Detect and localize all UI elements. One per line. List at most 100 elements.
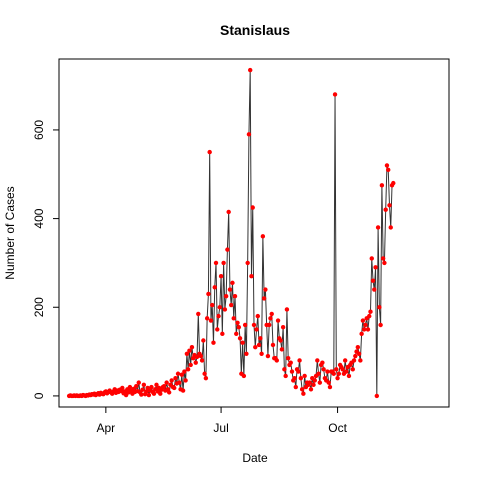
data-point: [254, 327, 259, 332]
data-point: [232, 293, 238, 299]
data-point: [140, 387, 145, 392]
data-point: [212, 285, 217, 290]
data-point: [292, 375, 297, 381]
y-tick-label: 200: [32, 297, 46, 317]
data-point: [360, 318, 366, 323]
data-point: [346, 373, 352, 379]
data-point: [187, 348, 192, 353]
data-point: [325, 369, 330, 374]
data-point: [151, 391, 157, 396]
data-point: [296, 369, 301, 374]
data-point: [293, 384, 298, 390]
data-point: [250, 205, 255, 210]
data-point: [185, 367, 191, 372]
data-point: [361, 327, 367, 332]
data-point: [285, 356, 291, 361]
data-point: [266, 322, 272, 328]
plot-frame: [58, 58, 450, 408]
data-point: [372, 287, 377, 292]
data-point: [344, 369, 349, 374]
data-point: [280, 325, 286, 330]
data-point: [149, 384, 154, 390]
data-point: [194, 354, 200, 360]
data-point: [202, 371, 207, 376]
data-point: [225, 247, 230, 252]
data-point: [258, 336, 263, 341]
data-point: [235, 320, 240, 325]
data-point: [217, 305, 223, 310]
data-point: [373, 265, 378, 270]
chart-title: Stanislaus: [220, 22, 290, 38]
data-point: [375, 225, 381, 230]
data-point: [154, 382, 159, 388]
y-axis-label: Number of Cases: [3, 186, 17, 279]
data-point: [193, 360, 198, 365]
data-point: [237, 336, 243, 341]
data-point: [380, 256, 386, 261]
x-tick-label: Oct: [328, 421, 347, 435]
x-tick-label: Apr: [97, 421, 116, 435]
data-point: [312, 378, 317, 383]
data-point: [334, 367, 339, 372]
data-point: [260, 234, 266, 239]
data-point: [136, 380, 141, 385]
data-point: [387, 203, 392, 208]
data-point: [196, 311, 201, 317]
data-point: [340, 367, 345, 372]
data-point: [206, 291, 211, 297]
data-point: [270, 342, 276, 348]
y-tick-label: 0: [32, 392, 46, 399]
data-point: [182, 369, 187, 374]
data-point: [283, 373, 288, 379]
data-point: [229, 302, 234, 308]
data-point: [198, 353, 204, 359]
data-point: [249, 274, 254, 279]
y-axis: 0 200 400 600: [32, 120, 59, 399]
data-point: [188, 362, 193, 368]
data-point: [311, 382, 316, 388]
data-point: [218, 274, 224, 279]
data-point: [383, 207, 388, 212]
data-point: [166, 390, 172, 395]
data-point: [384, 163, 390, 168]
data-point: [321, 367, 326, 372]
data-point: [317, 380, 323, 385]
data-point: [177, 380, 182, 385]
data-point: [279, 347, 285, 352]
data-point: [320, 360, 325, 365]
data-point: [139, 392, 144, 397]
data-point: [299, 387, 305, 392]
data-point: [223, 293, 229, 299]
data-point: [331, 371, 336, 376]
data-point: [158, 391, 163, 396]
data-point: [221, 260, 226, 266]
data-point: [242, 322, 248, 328]
data-point: [220, 331, 225, 337]
data-point: [367, 313, 372, 319]
data-point: [256, 342, 262, 348]
data-point: [308, 387, 314, 392]
data-point: [356, 351, 362, 356]
data-point: [359, 331, 364, 337]
data-point: [161, 383, 167, 389]
data-point: [207, 149, 212, 155]
data-point: [378, 322, 383, 328]
data-point: [179, 372, 185, 377]
data-point: [269, 311, 274, 317]
data-point: [201, 338, 206, 343]
data-point: [210, 302, 215, 308]
data-point: [263, 287, 268, 292]
data-point: [358, 358, 363, 363]
x-axis: Apr Jul Oct: [97, 407, 348, 435]
data-point: [208, 318, 214, 323]
x-axis-label: Date: [242, 451, 268, 465]
data-point: [251, 322, 257, 328]
data-point: [342, 358, 348, 363]
data-point: [246, 132, 252, 137]
data-point: [374, 393, 380, 399]
data-point: [363, 322, 368, 328]
data-point: [241, 373, 247, 379]
data-point: [382, 260, 387, 266]
data-point: [172, 385, 177, 391]
